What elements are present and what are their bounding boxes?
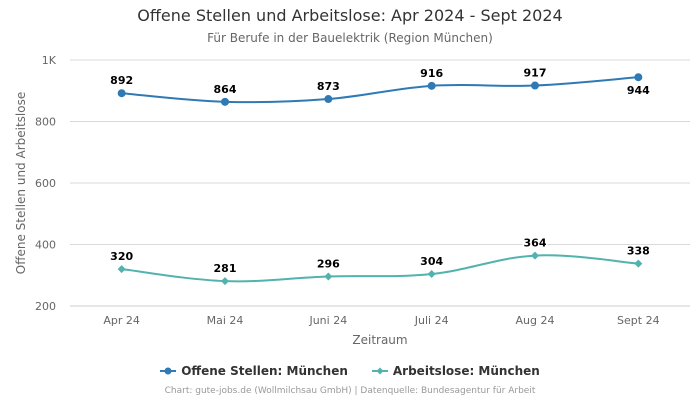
y-tick-label: 200: [35, 300, 56, 313]
legend-swatch-offene-stellen: [160, 367, 177, 375]
data-point-arbeitslose: [221, 277, 229, 286]
chart-credits: Chart: gute-jobs.de (Wollmilchsau GmbH) …: [164, 386, 536, 396]
data-label-arbeitslose: 304: [420, 255, 443, 268]
chart-title: Offene Stellen und Arbeitslose: Apr 2024…: [137, 6, 563, 25]
data-point-arbeitslose: [324, 272, 333, 281]
data-point-offene-stellen: [531, 81, 539, 90]
chart-subtitle: Für Berufe in der Bauelektrik (Region Mü…: [207, 31, 493, 45]
legend-swatch-arbeitslose: [371, 367, 388, 375]
data-point-offene-stellen: [427, 81, 436, 90]
series-line-arbeitslose: [121, 254, 639, 283]
legend-item-offene-stellen[interactable]: Offene Stellen: München: [160, 364, 348, 378]
data-label-offene-stellen: 892: [110, 74, 133, 87]
x-tick-label: Mai 24: [207, 314, 244, 327]
data-point-offene-stellen: [324, 95, 333, 104]
data-label-arbeitslose: 364: [524, 237, 547, 250]
data-label-offene-stellen: 864: [214, 83, 237, 96]
data-label-offene-stellen: 873: [317, 80, 340, 93]
legend: Offene Stellen: München Arbeitslose: Mün…: [0, 364, 700, 378]
legend-label-offene-stellen: Offene Stellen: München: [181, 364, 348, 378]
y-tick-label: 800: [35, 116, 56, 129]
x-tick-label: Aug 24: [516, 314, 555, 327]
data-point-arbeitslose: [531, 251, 539, 260]
data-label-arbeitslose: 296: [317, 257, 340, 270]
data-point-arbeitslose: [427, 270, 436, 279]
data-point-offene-stellen: [117, 89, 126, 98]
data-label-arbeitslose: 320: [110, 250, 133, 263]
data-label-offene-stellen: 916: [420, 67, 443, 80]
data-point-arbeitslose: [634, 259, 643, 268]
data-point-arbeitslose: [117, 265, 126, 274]
x-tick-label: Juli 24: [414, 314, 449, 327]
data-point-offene-stellen: [634, 73, 643, 82]
x-tick-label: Sept 24: [617, 314, 660, 327]
data-point-offene-stellen: [221, 97, 229, 106]
series-line-offene-stellen: [121, 76, 639, 104]
legend-label-arbeitslose: Arbeitslose: München: [392, 364, 540, 378]
x-tick-label: Apr 24: [103, 314, 140, 327]
x-tick-label: Juni 24: [308, 314, 347, 327]
data-label-arbeitslose: 338: [627, 245, 650, 258]
data-label-arbeitslose: 281: [214, 262, 237, 275]
y-tick-label: 400: [35, 239, 56, 252]
data-label-offene-stellen: 944: [627, 84, 650, 97]
legend-item-arbeitslose[interactable]: Arbeitslose: München: [371, 364, 540, 378]
data-label-offene-stellen: 917: [524, 67, 547, 80]
y-tick-label: 600: [35, 177, 56, 190]
y-tick-label: 1K: [42, 54, 57, 67]
x-axis-title: Zeitraum: [352, 333, 407, 347]
y-axis-title: Offene Stellen und Arbeitslose: [14, 92, 28, 274]
